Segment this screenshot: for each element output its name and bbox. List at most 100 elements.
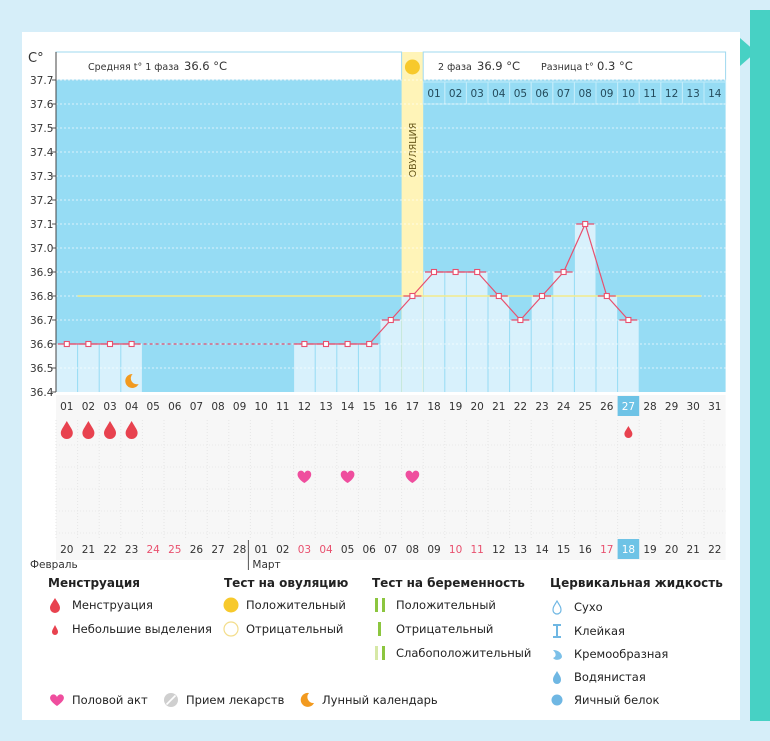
sticky-icon: [550, 623, 568, 639]
temp-point[interactable]: [560, 268, 567, 276]
temp-point[interactable]: [366, 340, 373, 348]
calendar-date-label: 28: [233, 544, 246, 556]
temp-point[interactable]: [387, 316, 394, 324]
temp-bar: [553, 272, 574, 392]
temp-bar: [574, 224, 596, 392]
y-tick-label: 36.9: [30, 267, 53, 279]
phase2-day-number: 09: [600, 88, 613, 100]
y-tick-label: 37.4: [30, 147, 54, 159]
today-cell-top: [617, 396, 640, 416]
calendar-date-label: 03: [298, 544, 311, 556]
cycle-day-label: 28: [643, 401, 656, 413]
legend-label: Сухо: [574, 600, 603, 614]
temp-line-segment: [498, 295, 521, 321]
temp-point[interactable]: [452, 268, 459, 276]
legend-label: Небольшие выделения: [72, 622, 212, 636]
temp-line-segment: [541, 271, 565, 297]
calendar-date-label: 09: [427, 544, 440, 556]
faint-lines-icon: [372, 645, 390, 661]
temp-line-segment: [563, 223, 586, 273]
legend-label: Положительный: [396, 598, 496, 612]
temp-point[interactable]: [63, 340, 70, 348]
month-label-mar: Март: [252, 559, 280, 570]
y-tick-label: 37.2: [30, 195, 53, 207]
menstruation-drop-icon[interactable]: [104, 421, 116, 439]
temp-bar: [618, 320, 639, 392]
temp-line-segment: [476, 271, 500, 297]
calendar-date-label: 26: [190, 544, 204, 556]
sun-outline-icon: [222, 621, 240, 637]
calendar-date-label: 02: [276, 544, 289, 556]
cycle-day-label: 29: [665, 401, 678, 413]
temp-point[interactable]: [474, 268, 481, 276]
egg-white-icon: [550, 692, 568, 708]
y-unit-label: C°: [28, 51, 44, 66]
calendar-date-label: 21: [687, 544, 700, 556]
temp-point[interactable]: [106, 340, 114, 348]
temp-bar: [488, 296, 510, 392]
phase2-day-number: 04: [492, 88, 506, 100]
cycle-day-label: 20: [471, 401, 484, 413]
temp-point[interactable]: [625, 316, 632, 324]
temp-point[interactable]: [603, 292, 610, 300]
expand-arrow-icon[interactable]: [740, 38, 756, 66]
cycle-day-label: 27: [622, 401, 635, 413]
menstruation-drop-icon[interactable]: [125, 421, 138, 440]
legend-ovulation-title: Тест на овуляцию: [224, 576, 349, 590]
events-area: [56, 395, 726, 560]
temp-point[interactable]: [85, 340, 92, 348]
calendar-date-label: 24: [147, 544, 161, 556]
y-tick-label: 37.5: [30, 123, 53, 135]
temp-point[interactable]: [409, 292, 416, 300]
calendar-date-label: 14: [535, 544, 549, 556]
calendar-date-label: 12: [492, 544, 505, 556]
temp-point[interactable]: [344, 340, 351, 348]
y-tick-label: 36.5: [30, 363, 53, 375]
phase2-day-number: 14: [708, 88, 722, 100]
temp-bar: [510, 320, 531, 392]
calendar-date-label: 10: [449, 544, 462, 556]
legend-cervical-title: Цервикальная жидкость: [550, 576, 723, 590]
cycle-day-label: 18: [427, 401, 440, 413]
menstruation-drop-icon[interactable]: [60, 421, 73, 439]
temp-point[interactable]: [430, 268, 438, 276]
calendar-date-label: 22: [103, 544, 116, 556]
calendar-date-label: 21: [82, 544, 95, 556]
cycle-day-label: 05: [147, 401, 160, 413]
ovulation-label: ОВУЛЯЦИЯ: [408, 123, 419, 178]
cycle-day-label: 03: [103, 401, 116, 413]
temp-point[interactable]: [322, 340, 330, 348]
temp-point[interactable]: [582, 220, 589, 228]
temp-point[interactable]: [538, 292, 546, 300]
heart-icon[interactable]: [405, 470, 420, 483]
spotting-drop-icon[interactable]: [624, 426, 633, 438]
temp-point[interactable]: [301, 340, 308, 348]
cycle-day-label: 01: [60, 401, 73, 413]
temp-point[interactable]: [128, 340, 135, 348]
phase2-day-number: 03: [471, 88, 484, 100]
legend-menstruation: Менструация: [48, 597, 153, 613]
cycle-day-label: 06: [168, 401, 182, 413]
legend-label: Отрицательный: [246, 622, 344, 636]
cycle-day-label: 11: [276, 401, 289, 413]
cycle-day-label: 02: [82, 401, 95, 413]
ovulation-sun-icon: [404, 59, 420, 75]
moon-icon: [125, 373, 139, 388]
calendar-date-label: 07: [384, 544, 397, 556]
temp-line-segment: [519, 295, 543, 321]
cycle-day-label: 13: [319, 401, 332, 413]
heart-icon[interactable]: [340, 470, 355, 483]
phase2-day-number: 02: [449, 88, 462, 100]
legend-cervical-dry: Сухо: [550, 599, 603, 615]
two-lines-icon: [372, 597, 390, 613]
heart-icon[interactable]: [297, 470, 312, 483]
y-tick-label: 37.0: [30, 243, 53, 255]
temp-line-segment: [368, 319, 392, 345]
temp-point[interactable]: [517, 316, 524, 324]
calendar-date-label: 16: [579, 544, 593, 556]
menstruation-drop-icon[interactable]: [82, 421, 95, 440]
legend-pregnancy-title: Тест на беременность: [372, 576, 525, 590]
temp-point[interactable]: [495, 292, 502, 300]
diff-label: Разница t°: [541, 62, 594, 73]
legend-label: Яичный белок: [574, 693, 660, 707]
